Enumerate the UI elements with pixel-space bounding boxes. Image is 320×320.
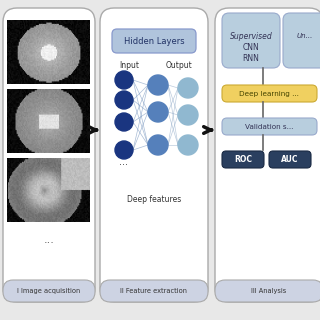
FancyBboxPatch shape bbox=[3, 280, 95, 302]
Circle shape bbox=[178, 135, 198, 155]
Text: ROC: ROC bbox=[234, 155, 252, 164]
FancyBboxPatch shape bbox=[112, 29, 196, 53]
Text: I Image acquisition: I Image acquisition bbox=[17, 288, 81, 294]
Text: Output: Output bbox=[165, 60, 192, 69]
FancyBboxPatch shape bbox=[222, 85, 317, 102]
Circle shape bbox=[115, 113, 133, 131]
Text: II Feature extraction: II Feature extraction bbox=[121, 288, 188, 294]
Text: Validation s...: Validation s... bbox=[245, 124, 293, 130]
Text: Supervised: Supervised bbox=[230, 31, 272, 41]
Circle shape bbox=[115, 71, 133, 89]
FancyBboxPatch shape bbox=[100, 8, 208, 302]
Text: Deep learning ...: Deep learning ... bbox=[239, 91, 299, 97]
FancyBboxPatch shape bbox=[3, 8, 95, 302]
Circle shape bbox=[148, 75, 168, 95]
FancyBboxPatch shape bbox=[222, 151, 264, 168]
FancyBboxPatch shape bbox=[222, 13, 280, 68]
Text: AUC: AUC bbox=[281, 155, 299, 164]
Text: Input: Input bbox=[119, 60, 139, 69]
Circle shape bbox=[178, 105, 198, 125]
FancyBboxPatch shape bbox=[100, 280, 208, 302]
FancyBboxPatch shape bbox=[215, 280, 320, 302]
Text: Hidden Layers: Hidden Layers bbox=[124, 36, 184, 45]
FancyBboxPatch shape bbox=[269, 151, 311, 168]
Circle shape bbox=[178, 78, 198, 98]
Text: ...: ... bbox=[44, 235, 54, 245]
Text: ...: ... bbox=[119, 157, 129, 167]
Circle shape bbox=[115, 141, 133, 159]
Text: CNN
RNN: CNN RNN bbox=[243, 43, 260, 63]
FancyBboxPatch shape bbox=[215, 8, 320, 302]
Text: Deep features: Deep features bbox=[127, 196, 181, 204]
Circle shape bbox=[148, 102, 168, 122]
Circle shape bbox=[148, 135, 168, 155]
Text: III Analysis: III Analysis bbox=[252, 288, 287, 294]
Text: Un...: Un... bbox=[297, 33, 313, 39]
FancyBboxPatch shape bbox=[283, 13, 320, 68]
Circle shape bbox=[115, 91, 133, 109]
FancyBboxPatch shape bbox=[222, 118, 317, 135]
